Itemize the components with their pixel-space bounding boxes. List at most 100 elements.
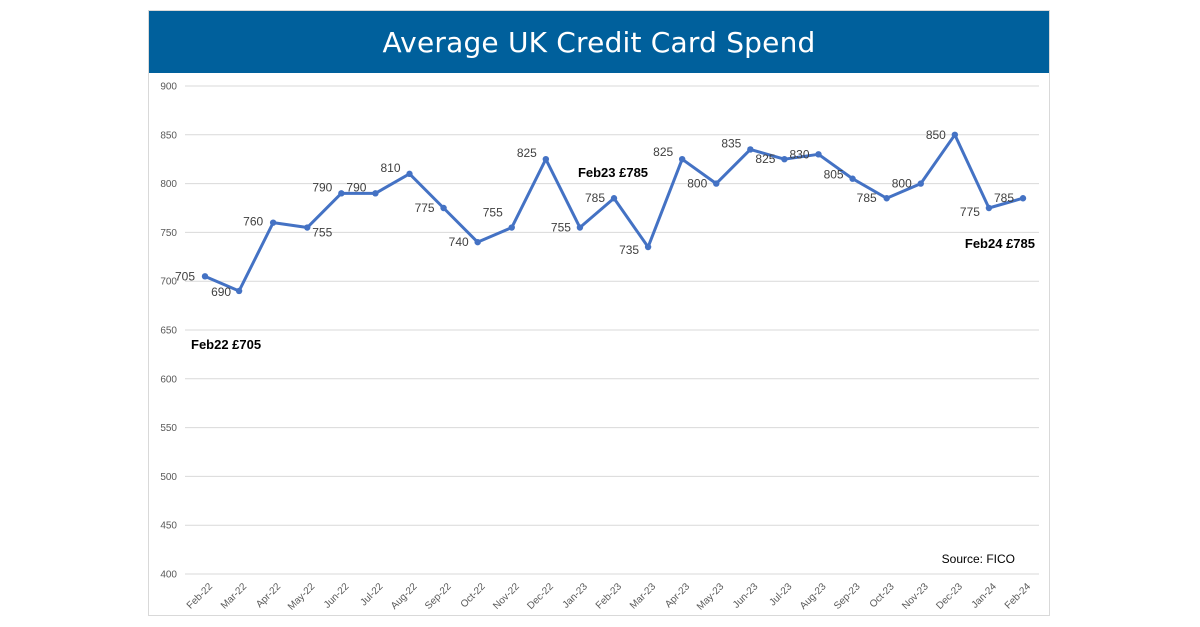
data-point <box>1019 195 1027 202</box>
data-label: 785 <box>585 191 605 205</box>
data-label: 755 <box>483 206 503 220</box>
data-point <box>747 146 754 153</box>
x-tick-label: Jan-24 <box>970 581 1000 611</box>
data-point <box>474 238 481 246</box>
data-label: 785 <box>857 191 877 205</box>
y-axis-ticks: 400 450 500 550 600 650 700 750 800 850 900 <box>160 82 177 581</box>
source-note: Source: FICO <box>942 552 1015 566</box>
data-point <box>338 190 345 197</box>
data-point <box>985 204 993 212</box>
data-label: 825 <box>517 146 537 160</box>
chart-title: Average UK Credit Card Spend <box>382 25 816 59</box>
data-label: 825 <box>653 145 673 159</box>
x-tick-label: Jan-23 <box>561 581 591 611</box>
data-label: 805 <box>824 168 844 182</box>
data-point <box>542 156 550 163</box>
data-label: 760 <box>243 215 263 229</box>
data-point <box>849 175 856 182</box>
data-point <box>781 156 788 163</box>
data-point <box>815 151 822 158</box>
data-label: 825 <box>755 152 775 166</box>
callout-label: Feb24 £785 <box>965 236 1035 251</box>
x-tick-label: Apr-22 <box>254 581 283 610</box>
data-point <box>610 195 618 202</box>
x-tick-label: Sep-23 <box>832 581 863 612</box>
data-point <box>713 180 720 187</box>
data-label: 775 <box>415 201 435 215</box>
series-line-group <box>201 131 1027 295</box>
chart-frame: Average UK Credit Card Spend 400 450 500 55… <box>148 10 1050 616</box>
x-tick-label: Feb-24 <box>1003 581 1033 611</box>
x-tick-label: May-23 <box>695 581 727 613</box>
data-label: 830 <box>789 147 809 161</box>
data-label: 755 <box>312 226 332 240</box>
x-tick-label: Jun-22 <box>322 581 352 611</box>
data-labels: 705 690 760 755 790 790 810 775 740 755 825 755 785 7… <box>175 128 1014 299</box>
y-tick-label: 900 <box>160 82 177 93</box>
data-point <box>576 224 584 231</box>
data-label: 800 <box>892 177 912 191</box>
data-label: 740 <box>449 235 469 249</box>
y-tick-label: 550 <box>160 423 177 434</box>
callout-label: Feb23 £785 <box>578 165 648 180</box>
x-tick-label: Feb-23 <box>594 581 624 611</box>
data-label: 755 <box>551 221 571 235</box>
data-point <box>304 224 311 231</box>
x-tick-label: Dec-22 <box>525 581 556 612</box>
data-label: 705 <box>175 269 195 283</box>
y-tick-label: 500 <box>160 472 177 483</box>
data-label: 790 <box>312 180 332 194</box>
gridlines <box>185 85 1039 575</box>
x-tick-label: Mar-23 <box>628 581 658 611</box>
x-tick-label: Aug-23 <box>798 581 829 612</box>
data-label: 790 <box>346 180 366 194</box>
data-point <box>508 224 515 231</box>
data-label: 785 <box>994 191 1014 205</box>
callout-labels: Feb22 £705 Feb23 £785 Feb24 £785 <box>191 165 1035 352</box>
y-tick-label: 600 <box>160 374 177 385</box>
x-tick-label: Feb-22 <box>185 581 215 611</box>
x-tick-label: Oct-22 <box>459 581 488 610</box>
data-label: 835 <box>721 136 741 150</box>
data-point <box>678 156 686 163</box>
y-tick-label: 700 <box>160 277 177 288</box>
data-point <box>644 243 652 251</box>
x-tick-label: Jun-23 <box>731 581 761 611</box>
x-tick-label: Nov-22 <box>491 581 522 612</box>
y-tick-label: 750 <box>160 228 177 239</box>
data-label: 810 <box>380 161 400 175</box>
y-tick-label: 800 <box>160 179 177 190</box>
x-tick-label: Jul-22 <box>358 581 385 608</box>
data-point <box>883 195 890 202</box>
x-tick-label: May-22 <box>286 581 318 613</box>
data-point <box>440 204 447 212</box>
y-tick-label: 650 <box>160 326 177 337</box>
data-label: 735 <box>619 243 639 257</box>
data-label: 775 <box>960 205 980 219</box>
data-point <box>269 219 277 226</box>
y-tick-label: 400 <box>160 570 177 581</box>
y-tick-label: 850 <box>160 130 177 141</box>
x-tick-label: Apr-23 <box>663 581 692 610</box>
data-point <box>372 190 379 197</box>
x-axis-ticks: Feb-22 Mar-22 Apr-22 May-22 Jun-22 Jul-22 Aug-… <box>185 581 1033 613</box>
x-tick-label: Sep-22 <box>423 581 454 612</box>
data-label: 850 <box>926 128 946 142</box>
series-line <box>203 133 1025 293</box>
x-tick-label: Jul-23 <box>767 581 794 608</box>
y-tick-label: 450 <box>160 521 177 532</box>
data-label: 800 <box>687 177 707 191</box>
data-point <box>201 273 209 280</box>
x-tick-label: Oct-23 <box>868 581 897 610</box>
x-tick-label: Dec-23 <box>934 581 965 612</box>
x-tick-label: Aug-22 <box>389 581 420 612</box>
data-point <box>951 131 959 138</box>
data-point <box>235 287 243 295</box>
data-point <box>406 170 413 178</box>
line-chart: 400 450 500 550 600 650 700 750 800 850 900 Feb-22… <box>160 82 1039 613</box>
x-tick-label: Mar-22 <box>219 581 249 611</box>
callout-label: Feb22 £705 <box>191 337 261 352</box>
data-point <box>917 180 924 187</box>
data-label: 690 <box>211 285 231 299</box>
title-banner: Average UK Credit Card Spend <box>149 11 1049 73</box>
